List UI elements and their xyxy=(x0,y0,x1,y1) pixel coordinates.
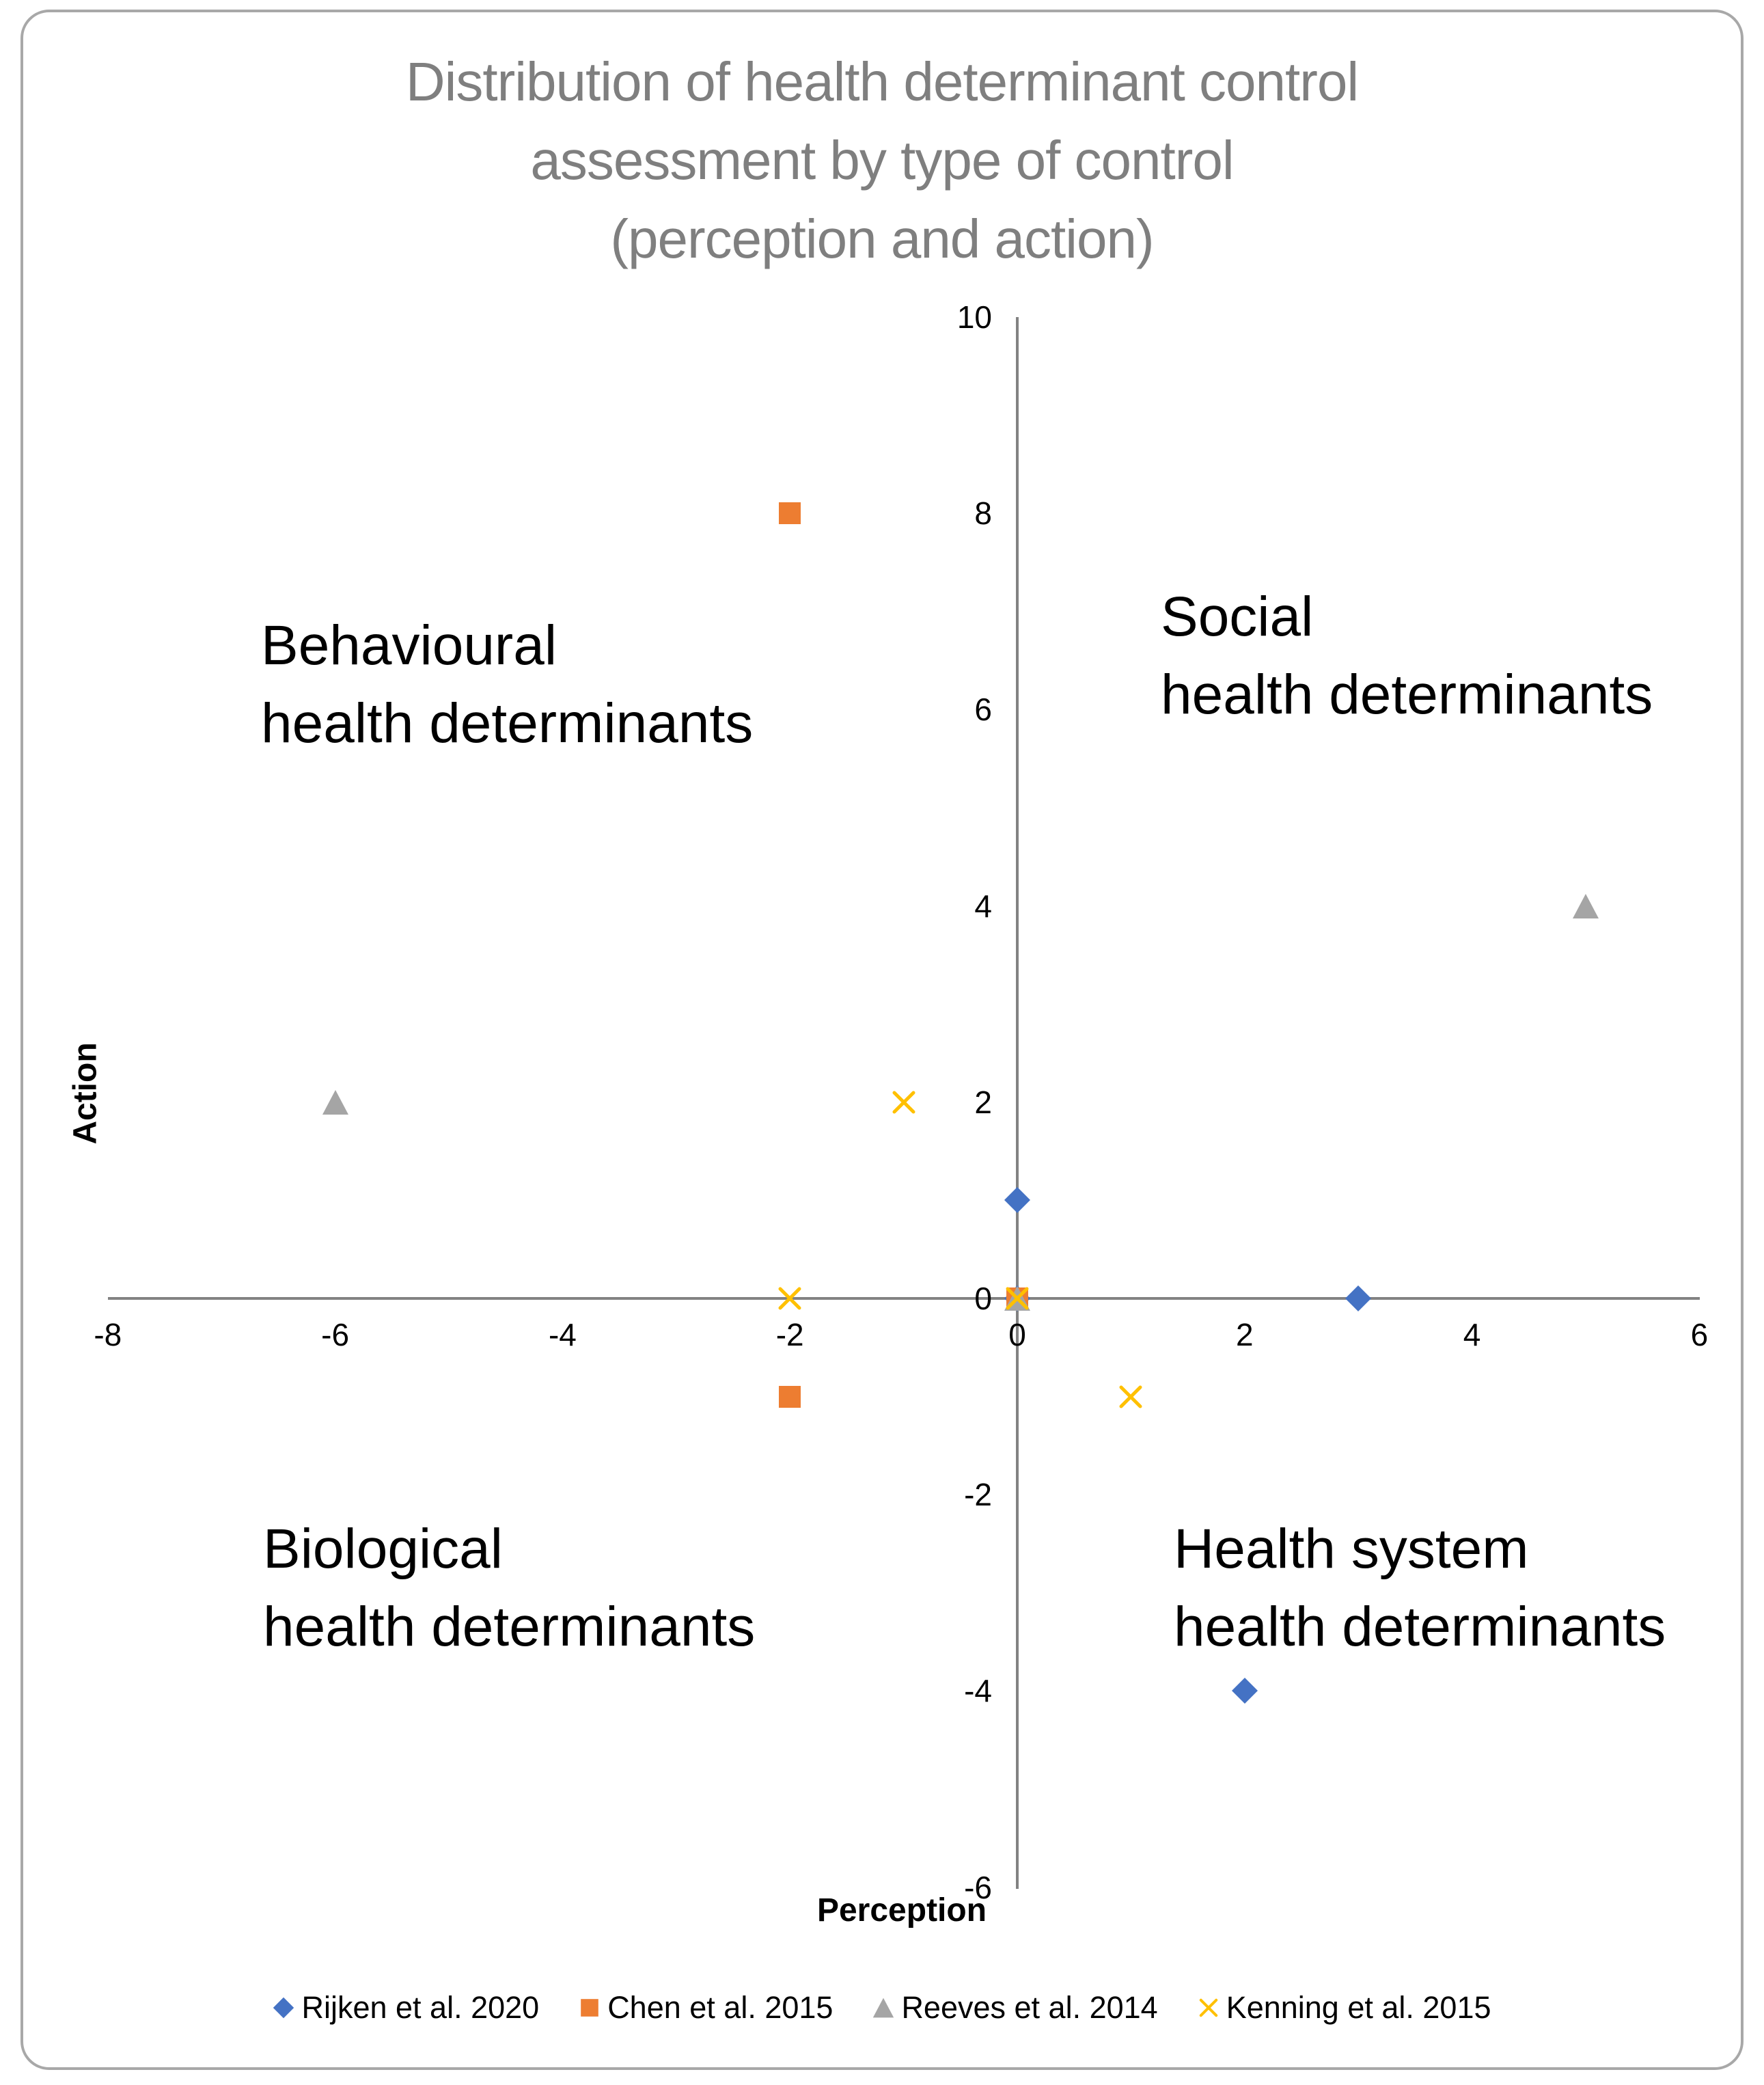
quadrant-label-line: health determinants xyxy=(1174,1596,1666,1658)
figure-border xyxy=(20,10,1744,2070)
legend-item: Reeves et al. 2014 xyxy=(872,1990,1158,2026)
quadrant-label-line: Social xyxy=(1161,586,1314,648)
quadrant-label-line: Behavioural xyxy=(261,614,557,677)
square-marker-icon xyxy=(779,1385,801,1408)
legend-label: Chen et al. 2015 xyxy=(607,1990,833,2025)
square-marker-icon xyxy=(779,502,801,525)
quadrant-label-line: health determinants xyxy=(263,1596,756,1658)
x-tick-label: -2 xyxy=(775,1317,804,1352)
y-tick-label: 4 xyxy=(974,888,992,924)
legend-label: Reeves et al. 2014 xyxy=(901,1990,1158,2025)
quadrant-label-social: Social health determinants xyxy=(1161,578,1653,734)
quadrant-label-line: health determinants xyxy=(261,692,754,754)
y-tick-label: 0 xyxy=(974,1281,992,1316)
legend-label: Kenning et al. 2015 xyxy=(1226,1990,1491,2025)
y-tick-label: -6 xyxy=(964,1869,992,1905)
x-axis-title: Perception xyxy=(816,1892,987,1929)
y-axis-title: Action xyxy=(67,1042,104,1145)
legend-triangle-icon xyxy=(873,1998,894,2018)
y-tick-label: 8 xyxy=(974,495,992,532)
x-marker-icon xyxy=(1119,1385,1142,1408)
chart-title-line: Distribution of health determinant contr… xyxy=(405,51,1359,112)
quadrant-label-biological: Biological health determinants xyxy=(263,1510,755,1666)
triangle-marker-icon xyxy=(1573,893,1599,918)
chart-title: Distribution of health determinant contr… xyxy=(0,42,1764,278)
x-marker-icon xyxy=(778,1287,801,1310)
chart-title-line: assessment by type of control xyxy=(530,130,1234,191)
chart-title-line: (perception and action) xyxy=(610,208,1154,269)
legend-item: Rijken et al. 2020 xyxy=(273,1990,539,2026)
y-tick-label: -2 xyxy=(964,1477,992,1513)
legend-x-icon xyxy=(1199,1998,1217,2017)
quadrant-label-health-system: Health system health determinants xyxy=(1174,1510,1666,1666)
y-tick-label: 2 xyxy=(974,1084,992,1120)
legend-square-icon xyxy=(581,1999,598,2017)
legend-item: Kenning et al. 2015 xyxy=(1198,1990,1491,2026)
legend: Rijken et al. 2020 Chen et al. 2015 Reeves… xyxy=(0,1990,1764,2026)
x-marker-icon xyxy=(892,1091,915,1114)
x-tick-label: 4 xyxy=(1463,1317,1481,1352)
legend-diamond-icon xyxy=(273,1997,294,2019)
y-axis xyxy=(1016,317,1019,1889)
y-tick-label: 10 xyxy=(956,299,992,335)
x-tick-label: 2 xyxy=(1236,1317,1254,1352)
x-tick-label: -6 xyxy=(321,1317,350,1352)
quadrant-label-line: health determinants xyxy=(1161,664,1653,726)
y-tick-label: -4 xyxy=(964,1673,992,1709)
triangle-marker-icon xyxy=(322,1089,348,1115)
legend-item: Chen et al. 2015 xyxy=(579,1990,833,2026)
quadrant-label-line: Biological xyxy=(263,1518,503,1580)
diamond-marker-icon xyxy=(1345,1285,1372,1311)
quadrant-label-behavioural: Behavioural health determinants xyxy=(261,607,753,763)
diamond-marker-icon xyxy=(1004,1187,1030,1214)
x-tick-label: -8 xyxy=(94,1317,122,1352)
x-tick-label: -4 xyxy=(548,1317,577,1352)
legend-label: Rijken et al. 2020 xyxy=(301,1990,540,2025)
x-tick-label: 6 xyxy=(1690,1317,1709,1352)
quadrant-label-line: Health system xyxy=(1174,1518,1529,1580)
x-axis xyxy=(108,1297,1700,1300)
x-tick-label: 0 xyxy=(1008,1317,1026,1352)
x-marker-icon xyxy=(1006,1287,1029,1310)
y-tick-label: 6 xyxy=(974,692,992,728)
diamond-marker-icon xyxy=(1231,1678,1258,1704)
